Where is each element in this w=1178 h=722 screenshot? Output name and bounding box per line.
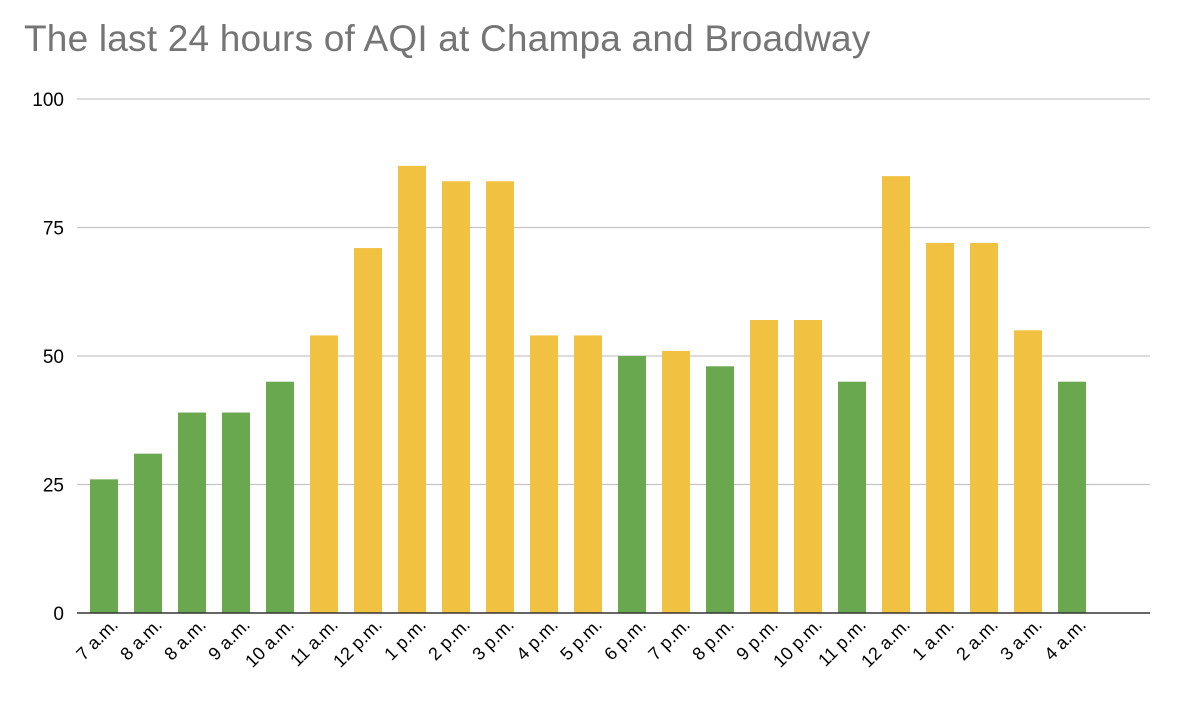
bar xyxy=(1014,330,1042,613)
bar xyxy=(266,381,294,613)
bar xyxy=(882,176,910,613)
bar xyxy=(178,412,206,613)
x-tick-label: 12 a.m. xyxy=(857,615,914,672)
x-tick-label: 3 a.m. xyxy=(996,615,1046,665)
chart-title: The last 24 hours of AQI at Champa and B… xyxy=(24,18,871,59)
bar xyxy=(618,356,646,613)
x-tick-label: 7 a.m. xyxy=(72,615,122,665)
y-tick-label: 100 xyxy=(32,90,64,111)
bar xyxy=(310,335,338,613)
x-tick-label: 10 a.m. xyxy=(241,615,298,672)
bar xyxy=(134,453,162,613)
bar xyxy=(794,320,822,613)
x-tick-label: 2 a.m. xyxy=(952,615,1002,665)
x-tick-label: 8 a.m. xyxy=(116,615,166,665)
bar xyxy=(926,242,954,614)
bars xyxy=(90,165,1086,614)
x-tick-label: 1 a.m. xyxy=(908,615,958,665)
x-tick-label: 1 p.m. xyxy=(380,615,430,665)
x-tick-label: 8 a.m. xyxy=(160,615,210,665)
bar xyxy=(90,479,118,613)
x-tick-label: 10 p.m. xyxy=(769,615,826,672)
x-tick-label: 3 p.m. xyxy=(468,615,518,665)
bar xyxy=(574,335,602,613)
bar xyxy=(838,381,866,613)
bar xyxy=(530,335,558,613)
bar xyxy=(354,248,382,613)
bar xyxy=(222,412,250,613)
bar xyxy=(706,366,734,613)
bar xyxy=(662,350,690,613)
x-tick-label: 6 p.m. xyxy=(600,615,650,665)
y-tick-label: 50 xyxy=(43,347,64,368)
x-tick-label: 7 p.m. xyxy=(644,615,694,665)
y-tick-label: 25 xyxy=(43,476,64,497)
y-tick-label: 0 xyxy=(53,604,64,625)
y-tick-label: 75 xyxy=(43,219,64,240)
bar xyxy=(486,181,514,614)
bar xyxy=(750,320,778,613)
x-tick-label: 2 p.m. xyxy=(424,615,474,665)
x-axis-ticks: 7 a.m.8 a.m.8 a.m.9 a.m.10 a.m.11 a.m.12… xyxy=(72,615,1090,672)
x-tick-label: 12 p.m. xyxy=(329,615,386,672)
x-tick-label: 8 p.m. xyxy=(688,615,738,665)
bar xyxy=(442,181,470,614)
y-axis-ticks: 0 25 50 75 100 xyxy=(32,90,64,625)
bar xyxy=(1058,381,1086,613)
x-tick-label: 4 a.m. xyxy=(1040,615,1090,665)
bar xyxy=(398,165,426,613)
x-tick-label: 4 p.m. xyxy=(512,615,562,665)
x-tick-label: 5 p.m. xyxy=(556,615,606,665)
bar xyxy=(970,242,998,614)
